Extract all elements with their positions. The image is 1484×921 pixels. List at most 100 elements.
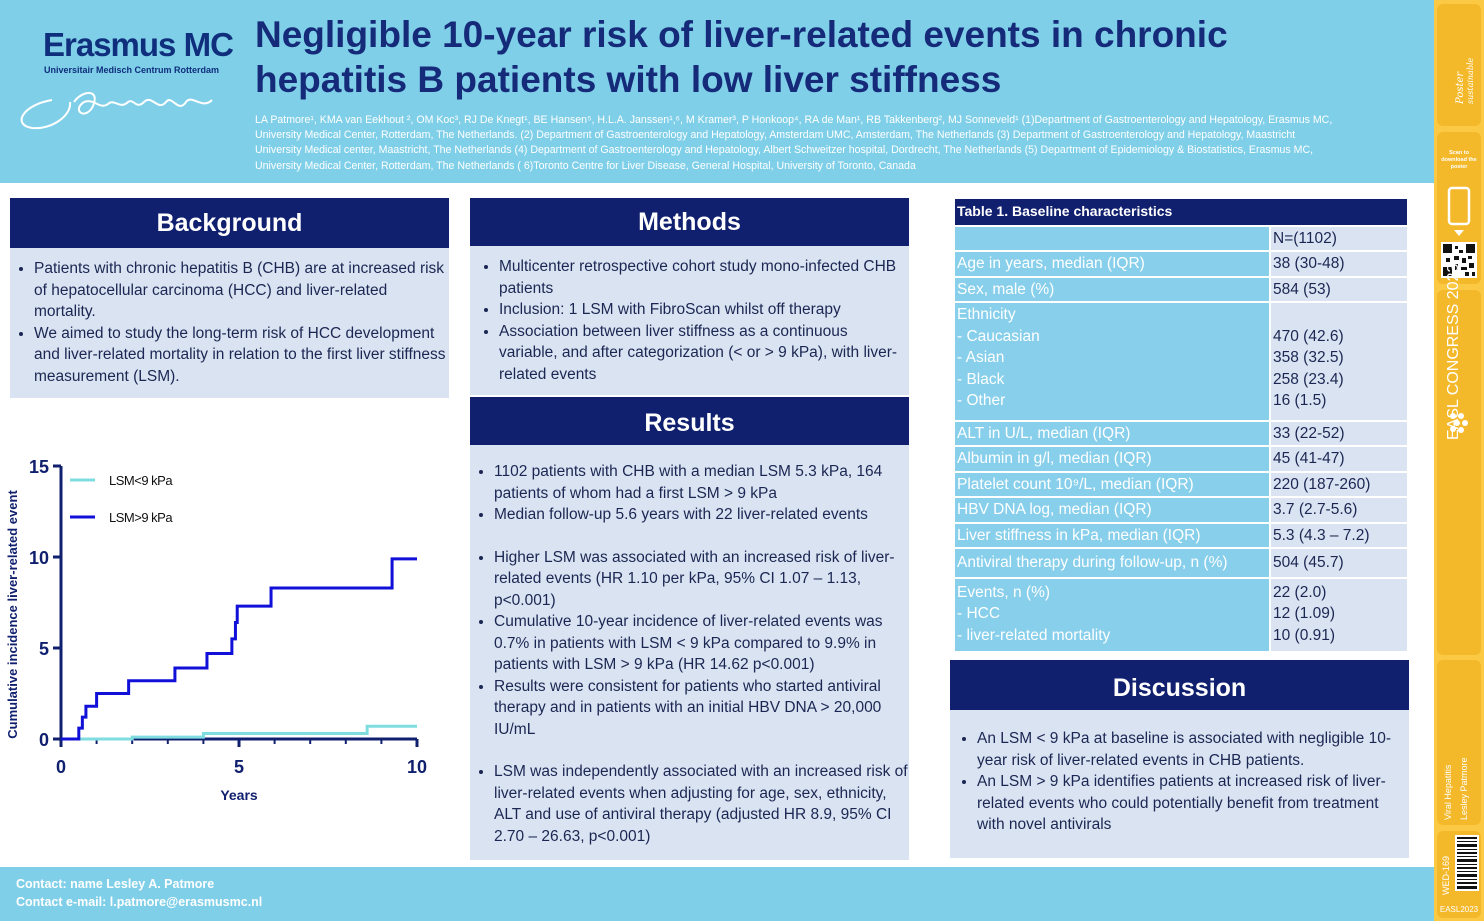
results-bullet: Median follow-up 5.6 years with 22 liver…	[494, 504, 909, 526]
table-label: Age in years, median (IQR)	[953, 250, 1271, 278]
congress-box: EASL CONGRESS 2023	[1437, 264, 1481, 655]
table-label: Antiviral therapy during follow-up, n (%…	[953, 547, 1271, 579]
barcode-icon	[1455, 835, 1479, 891]
baseline-table: Table 1. Baseline characteristics N=(110…	[953, 197, 1409, 653]
poster-header: Erasmus MC Universitair Medisch Centrum …	[0, 0, 1434, 183]
table-label: Liver stiffness in kPa, median (IQR)	[953, 521, 1271, 549]
author-list: LA Patmore¹, KMA van Eekhout ², OM Koc³,…	[255, 114, 1333, 172]
table-value: 220 (187-260)	[1269, 470, 1409, 498]
table-value: 38 (30-48)	[1269, 250, 1409, 278]
legend-label: LSM>9 kPa	[109, 510, 173, 525]
contact-name: Contact: name Lesley A. Patmore	[16, 877, 215, 891]
chart-legend: LSM<9 kPa LSM>9 kPa	[70, 473, 174, 525]
table-value: 10 (0.91)	[1273, 626, 1336, 644]
methods-body: Multicenter retrospective cohort study m…	[470, 246, 909, 395]
table-value: 3.7 (2.7-5.6)	[1269, 496, 1409, 524]
table-label: Platelet count 10⁹/L, median (IQR)	[953, 470, 1271, 498]
author-label: Lesley Patmore	[1459, 757, 1469, 820]
discussion-bullet: An LSM < 9 kPa at baseline is associated…	[977, 728, 1409, 771]
y-tick-label: 0	[39, 730, 49, 750]
qr-code-icon[interactable]	[1441, 242, 1477, 278]
table-label: - Asian	[957, 349, 1005, 366]
background-bullet: Patients with chronic hepatitis B (CHB) …	[34, 258, 449, 323]
scan-label: Scan to download the poster	[1441, 150, 1477, 170]
x-axis-label: Years	[220, 787, 258, 803]
methods-heading: Methods	[470, 198, 909, 246]
table-value: 33 (22-52)	[1269, 419, 1409, 447]
results-bullet: LSM was independently associated with an…	[494, 761, 909, 847]
poster-sustainable-badge: Poster sustainable	[1437, 4, 1481, 126]
table-value: 5.3 (4.3 – 7.2)	[1269, 521, 1409, 549]
results-bullet: Higher LSM was associated with an increa…	[494, 547, 909, 612]
table-value: 45 (41-47)	[1269, 445, 1409, 473]
methods-bullet: Inclusion: 1 LSM with FibroScan whilst o…	[499, 299, 909, 321]
table-label: Sex, male (%)	[953, 275, 1271, 303]
table-label: - liver-related mortality	[957, 626, 1111, 644]
category-box: Viral Hepatitis Lesley Patmore	[1437, 660, 1481, 825]
erasmus-logo: Erasmus MC	[43, 26, 234, 63]
phone-icon	[1447, 186, 1471, 236]
y-tick-label: 5	[39, 639, 49, 659]
title-line-2: hepatitis B patients with low liver stif…	[255, 59, 1002, 100]
table-value: 358 (32.5)	[1273, 349, 1344, 366]
background-heading: Background	[10, 198, 449, 248]
x-tick-label: 5	[234, 757, 244, 777]
x-tick-label: 0	[56, 757, 66, 777]
legend-label: LSM<9 kPa	[109, 473, 173, 488]
background-bullet: We aimed to study the long-term risk of …	[34, 323, 449, 388]
table-value: 504 (45.7)	[1269, 547, 1409, 579]
table-label: - Other	[957, 392, 1006, 409]
table-label: Events, n (%)	[957, 583, 1051, 601]
poster-code-box: WED-169 EASL2023	[1437, 831, 1481, 918]
methods-bullet: Association between liver stiffness as a…	[499, 321, 909, 386]
methods-bullet: Multicenter retrospective cohort study m…	[499, 256, 909, 299]
table-value: 12 (1.09)	[1273, 605, 1336, 622]
discussion-bullet: An LSM > 9 kPa identifies patients at in…	[977, 771, 1409, 836]
table-title: Table 1. Baseline characteristics	[953, 197, 1409, 227]
results-bullet: Results were consistent for patients who…	[494, 676, 909, 741]
discussion-body: An LSM < 9 kPa at baseline is associated…	[950, 710, 1409, 858]
ethnicity-values: 470 (42.6) 358 (32.5) 258 (23.4) 16 (1.5…	[1269, 301, 1409, 422]
contact-email[interactable]: Contact e-mail: l.patmore@erasmusmc.nl	[16, 895, 263, 909]
easl-year-label: EASL2023	[1439, 905, 1479, 914]
events-values: 22 (2.0) 12 (1.09) 10 (0.91)	[1269, 576, 1409, 653]
erasmus-logo-subtitle: Universitair Medisch Centrum Rotterdam	[44, 65, 220, 75]
table-value: 584 (53)	[1269, 275, 1409, 303]
events-labels: Events, n (%) - HCC - liver-related mort…	[953, 576, 1271, 653]
title-line-1: Negligible 10-year risk of liver-related…	[255, 14, 1228, 55]
kaplan-meier-chart: 0 5 10 15 0 5 10 Years Cumulative incidence live…	[5, 457, 427, 803]
poster-code: WED-169	[1441, 855, 1451, 895]
table-value: 22 (2.0)	[1273, 583, 1327, 601]
table-value: 258 (23.4)	[1273, 370, 1344, 388]
svg-text:sustainable: sustainable	[1466, 57, 1475, 104]
sustainable-logo-icon: Poster sustainable	[1455, 57, 1475, 105]
poster-sidebar: Poster sustainable Scan to download the …	[1434, 0, 1484, 921]
table-label: - Caucasian	[957, 327, 1040, 345]
table-label: - HCC	[957, 605, 1001, 622]
chart-series	[61, 557, 417, 741]
series-line-low	[61, 724, 417, 741]
svg-text:Poster: Poster	[1455, 71, 1466, 105]
x-tick-label: 10	[407, 757, 427, 777]
table-label: HBV DNA log, median (IQR)	[953, 496, 1271, 524]
y-tick-label: 10	[29, 548, 49, 568]
poster-title: Negligible 10-year risk of liver-related…	[255, 12, 1415, 102]
y-axis-label: Cumulative incidence liver-related event	[5, 490, 20, 739]
results-heading: Results	[470, 397, 909, 445]
category-label: Viral Hepatitis	[1443, 764, 1453, 820]
y-tick-label: 15	[29, 457, 49, 477]
chart-axes: 0 5 10 15 0 5 10 Years Cumulative incidence live…	[5, 457, 427, 803]
table-label: ALT in U/L, median (IQR)	[953, 419, 1271, 447]
erasmus-signature-icon	[20, 92, 213, 130]
table-value: 470 (42.6)	[1273, 327, 1344, 345]
table-header-value: N=(1102)	[1269, 224, 1409, 252]
results-bullet: 1102 patients with CHB with a median LSM…	[494, 461, 909, 504]
results-bullet: Cumulative 10-year incidence of liver-re…	[494, 611, 909, 676]
download-box[interactable]: Scan to download the poster	[1437, 132, 1481, 284]
discussion-heading: Discussion	[950, 660, 1409, 710]
table-label: Albumin in g/l, median (IQR)	[953, 445, 1271, 473]
table-label: - Black	[957, 370, 1005, 388]
results-body: 1102 patients with CHB with a median LSM…	[470, 445, 909, 860]
table-label: Ethnicity	[957, 306, 1016, 323]
poster-footer: Contact: name Lesley A. Patmore Contact …	[0, 867, 1434, 921]
